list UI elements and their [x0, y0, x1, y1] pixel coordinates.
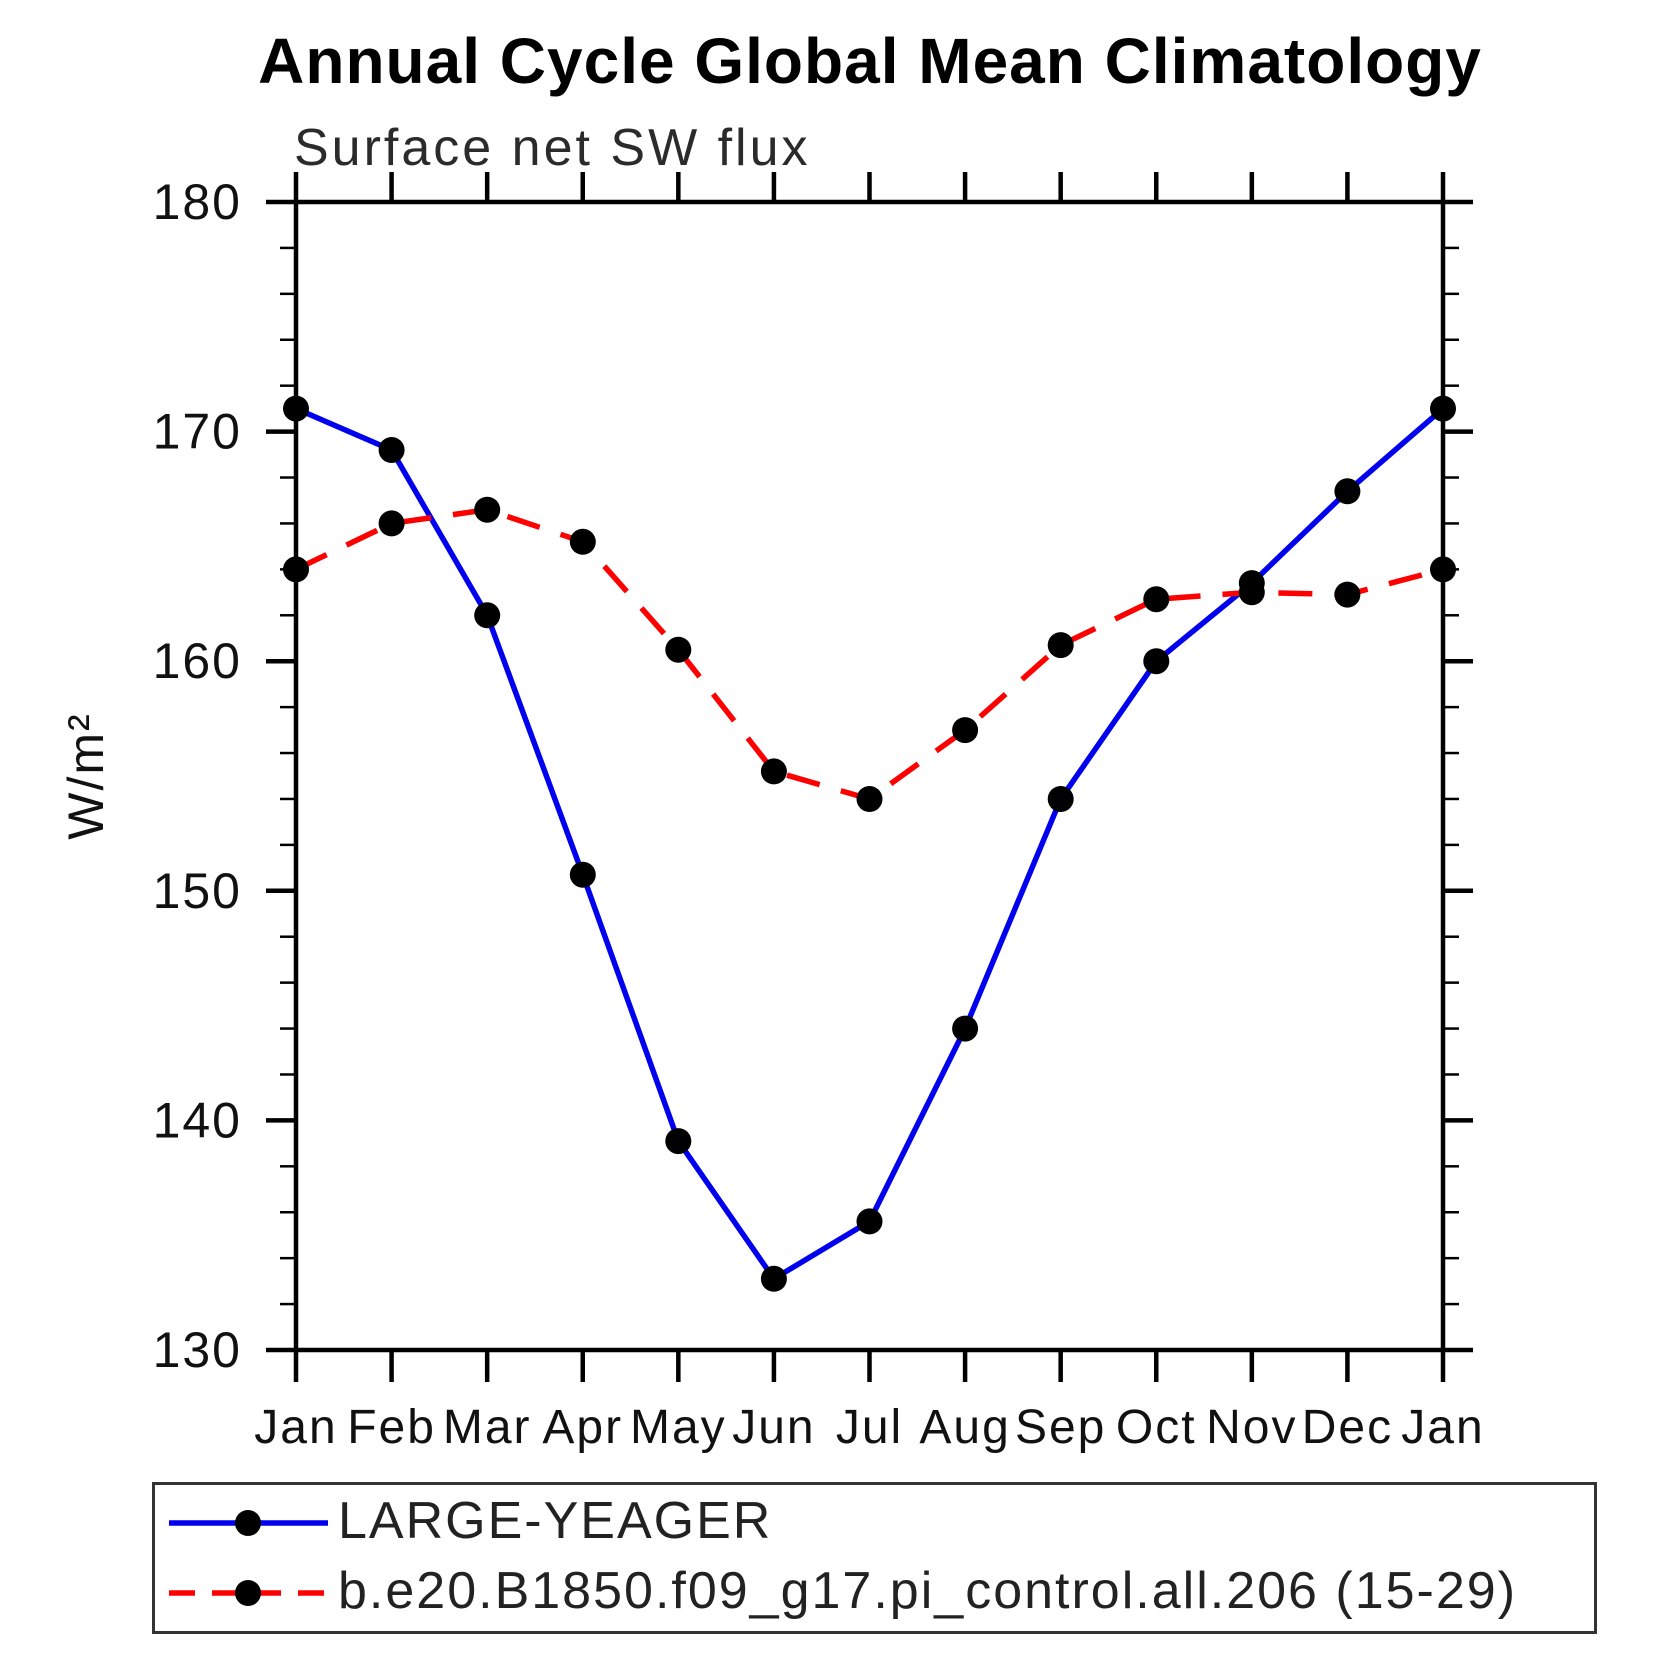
data-point-marker-s0 — [378, 437, 405, 463]
y-axis-tick-label: 170 — [153, 404, 242, 460]
data-point-marker-s0 — [760, 1265, 787, 1292]
y-axis-tick-label: 130 — [153, 1322, 242, 1378]
data-point-marker-s1 — [1238, 579, 1265, 606]
data-point-marker-s1 — [378, 510, 405, 537]
data-point-marker-s0 — [1334, 478, 1361, 505]
data-point-marker-s1 — [1143, 586, 1170, 613]
data-point-marker-s0 — [856, 1208, 883, 1235]
x-axis-tick-label: Jan — [254, 1401, 337, 1454]
data-point-marker-s1 — [569, 528, 596, 555]
x-axis-tick-label: Mar — [443, 1401, 532, 1454]
legend-box: LARGE-YEAGER b.e20.B1850.f09_g17.pi_cont… — [152, 1482, 1597, 1634]
data-point-marker-s1 — [952, 717, 979, 744]
x-axis-tick-label: Dec — [1302, 1401, 1393, 1454]
y-axis-title: W/m² — [58, 712, 114, 839]
legend-item-pi-control: b.e20.B1850.f09_g17.pi_control.all.206 (… — [155, 1558, 1594, 1628]
series-line-1 — [294, 506, 1444, 802]
legend-sample-dashed-line — [169, 1580, 328, 1606]
legend-marker-dot — [235, 1580, 261, 1606]
y-axis-tick-label: 180 — [153, 174, 242, 230]
series-line-0 — [294, 406, 1445, 1282]
data-point-marker-s0 — [665, 1128, 692, 1155]
y-axis-tick-label: 140 — [153, 1092, 242, 1148]
data-point-marker-s1 — [283, 556, 309, 583]
legend-label-large-yeager: LARGE-YEAGER — [338, 1492, 773, 1550]
x-axis-tick-label: Jul — [836, 1401, 903, 1454]
data-point-marker-s0 — [952, 1015, 979, 1042]
data-point-marker-s1 — [1047, 632, 1074, 659]
data-point-marker-s1 — [1430, 556, 1456, 583]
x-axis-tick-label: Apr — [542, 1401, 623, 1454]
data-point-marker-s0 — [1430, 395, 1456, 422]
x-axis-tick-label: Nov — [1206, 1401, 1297, 1454]
legend-marker-dot — [235, 1510, 261, 1536]
data-point-marker-s1 — [474, 496, 501, 523]
data-point-marker-s1 — [665, 636, 692, 663]
legend-sample-solid-line — [169, 1510, 328, 1536]
data-point-marker-s0 — [1143, 648, 1170, 675]
data-point-marker-s0 — [569, 861, 596, 888]
legend-label-pi-control: b.e20.B1850.f09_g17.pi_control.all.206 (… — [338, 1562, 1518, 1620]
data-point-marker-s1 — [1334, 581, 1361, 608]
data-point-marker-s1 — [760, 758, 787, 785]
x-axis-tick-label: May — [630, 1401, 727, 1454]
y-axis-tick-label: 160 — [153, 633, 242, 689]
chart-title: Annual Cycle Global Mean Climatology — [258, 25, 1482, 97]
data-series — [283, 395, 1456, 1292]
x-axis-tick-label: Jan — [1401, 1401, 1484, 1454]
plot-frame — [293, 199, 1446, 1353]
x-axis-tick-label: Sep — [1015, 1401, 1106, 1454]
x-axis-tick-label: Jun — [732, 1401, 815, 1454]
data-point-marker-s0 — [474, 602, 501, 629]
x-axis-tick-label: Feb — [347, 1401, 436, 1454]
data-point-marker-s0 — [283, 395, 309, 422]
legend-item-large-yeager: LARGE-YEAGER — [155, 1488, 1594, 1558]
data-point-marker-s1 — [856, 786, 883, 812]
data-point-marker-s0 — [1047, 786, 1074, 812]
x-axis-tick-label: Aug — [919, 1401, 1010, 1454]
x-axis-tick-label: Oct — [1116, 1401, 1197, 1454]
y-axis-tick-label: 150 — [153, 863, 242, 919]
chart-subtitle: Surface net SW flux — [294, 119, 811, 177]
